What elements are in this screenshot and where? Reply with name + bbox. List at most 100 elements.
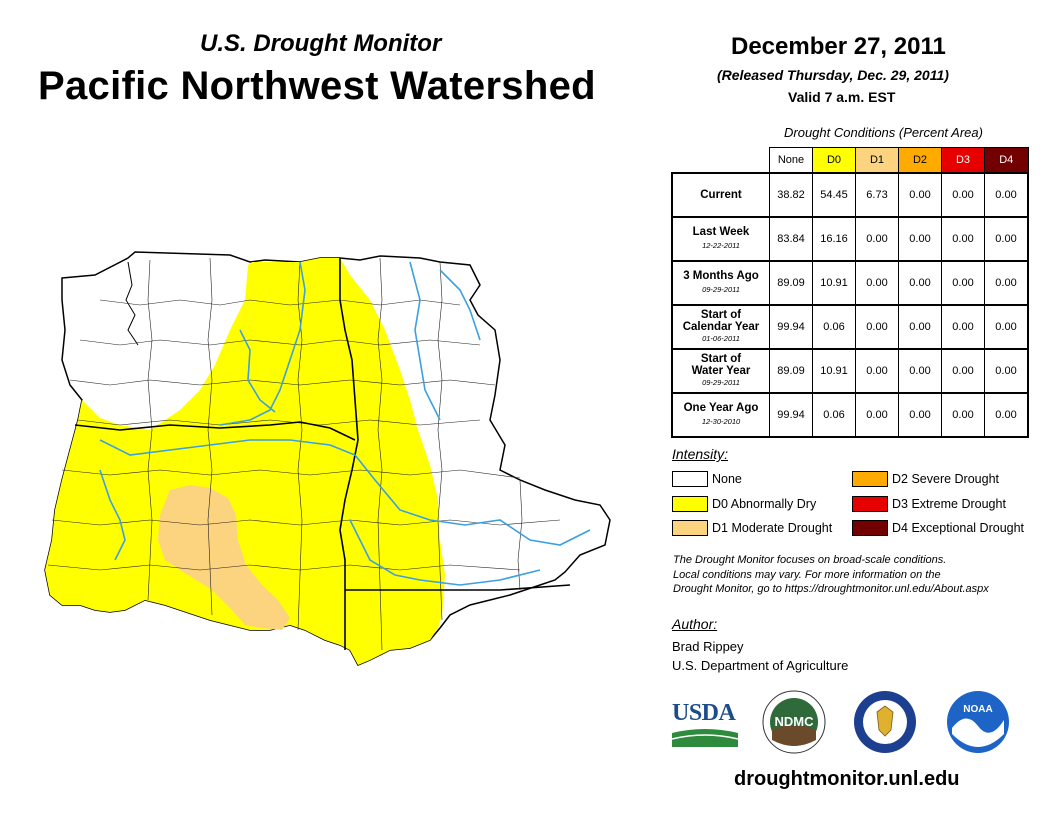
row-label: One Year Ago 12-30-2010 [671, 392, 770, 438]
cell: 0.00 [984, 216, 1029, 262]
col-d3: D3 [941, 147, 985, 174]
cell: 0.00 [984, 348, 1029, 394]
table-row: Current 38.82 54.45 6.73 0.00 0.00 0.00 [671, 172, 1029, 218]
cell: 0.00 [898, 172, 942, 218]
cell: 0.00 [855, 260, 899, 306]
table-header-row: None D0 D1 D2 D3 D4 [672, 147, 1029, 174]
cell: 0.00 [941, 348, 985, 394]
legend-label: D0 Abnormally Dry [712, 497, 817, 511]
usda-logo-hills [671, 729, 739, 747]
cell: 0.00 [898, 216, 942, 262]
map-d1-area [158, 485, 290, 630]
noaa-logo-text: NOAA [963, 704, 993, 715]
row-date: 01-06-2011 [702, 334, 740, 343]
cell: 99.94 [769, 304, 813, 350]
note-line: The Drought Monitor focuses on broad-sca… [673, 554, 947, 566]
col-d1: D1 [855, 147, 899, 174]
cell: 6.73 [855, 172, 899, 218]
row-label-1: Current [700, 189, 742, 201]
note-line: Drought Monitor, go to https://droughtmo… [673, 583, 989, 595]
valid-date: December 27, 2011 [731, 33, 946, 60]
cell: 0.00 [898, 304, 942, 350]
cell: 10.91 [812, 260, 856, 306]
legend-swatch [852, 496, 888, 512]
legend-label: D1 Moderate Drought [712, 521, 833, 535]
cell: 0.00 [855, 216, 899, 262]
author-block: Brad Rippey U.S. Department of Agricultu… [672, 637, 848, 675]
cell: 0.00 [941, 392, 985, 438]
cell: 0.00 [855, 392, 899, 438]
cell: 0.06 [812, 304, 856, 350]
legend-label: D3 Extreme Drought [892, 497, 1006, 511]
cell: 54.45 [812, 172, 856, 218]
author-heading: Author: [672, 616, 718, 632]
author-name: Brad Rippey [672, 639, 744, 654]
legend-swatch [672, 520, 708, 536]
noaa-logo: NOAA [946, 690, 1010, 754]
table-row: 3 Months Ago 09-29-2011 89.09 10.91 0.00 … [671, 260, 1029, 306]
cell: 0.00 [855, 304, 899, 350]
row-label-1: Start of [700, 353, 742, 365]
cell: 83.84 [769, 216, 813, 262]
row-date: 09-29-2011 [702, 285, 740, 294]
legend-swatch [852, 471, 888, 487]
table-row: Last Week 12-22-2011 83.84 16.16 0.00 0.0… [671, 216, 1029, 262]
cell: 0.00 [984, 304, 1029, 350]
disclaimer-note: The Drought Monitor focuses on broad-sca… [673, 553, 1053, 597]
row-label-1: Start of [700, 309, 742, 321]
ndmc-logo: NDMC [762, 690, 826, 754]
cell: 0.00 [984, 392, 1029, 438]
table-row: Start of Water Year 09-29-2011 89.09 10.91… [671, 348, 1029, 394]
cell: 0.00 [941, 216, 985, 262]
row-date: 09-29-2011 [702, 378, 740, 387]
row-label: 3 Months Ago 09-29-2011 [671, 260, 770, 306]
author-org: U.S. Department of Agriculture [672, 658, 849, 673]
col-d4: D4 [984, 147, 1029, 174]
cell: 0.00 [941, 172, 985, 218]
commerce-seal [853, 690, 917, 754]
noaa-logo-seal [947, 691, 1009, 753]
legend-label: D4 Exceptional Drought [892, 521, 1025, 535]
col-none: None [769, 147, 813, 174]
table-row: Start of Calendar Year 01-06-2011 99.94 0.… [671, 304, 1029, 350]
legend-label: D2 Severe Drought [892, 472, 1000, 486]
usda-logo: USDA [671, 700, 739, 748]
cell: 0.00 [984, 172, 1029, 218]
map-title: Pacific Northwest Watershed [38, 64, 596, 108]
cell: 38.82 [769, 172, 813, 218]
legend-swatch [852, 520, 888, 536]
row-label: Start of Water Year 09-29-2011 [671, 348, 770, 394]
row-date: 12-22-2011 [702, 241, 740, 250]
cell: 0.00 [898, 348, 942, 394]
table-caption: Drought Conditions (Percent Area) [784, 125, 983, 140]
row-label-1: 3 Months Ago [683, 270, 759, 282]
ndmc-logo-text: NDMC [774, 714, 814, 729]
cell: 0.00 [898, 392, 942, 438]
cell: 0.00 [855, 348, 899, 394]
legend-swatch [672, 471, 708, 487]
note-line: Local conditions may vary. For more info… [673, 568, 941, 581]
legend-label: None [712, 472, 742, 486]
drought-map [44, 251, 611, 666]
cell: 89.09 [769, 260, 813, 306]
footer-url[interactable]: droughtmonitor.unl.edu [734, 768, 960, 790]
table-corner [672, 148, 770, 174]
row-label-1: Last Week [692, 226, 750, 238]
drought-conditions-table: None D0 D1 D2 D3 D4 Current 38.82 54.45 … [671, 147, 1029, 438]
map-state-borders [74, 258, 571, 650]
cell: 10.91 [812, 348, 856, 394]
row-label: Start of Calendar Year 01-06-2011 [671, 304, 770, 350]
legend-swatch [672, 496, 708, 512]
row-label-2: Calendar Year [682, 321, 760, 333]
row-label: Last Week 12-22-2011 [671, 216, 770, 262]
map-rivers [99, 261, 591, 586]
table-row: One Year Ago 12-30-2010 99.94 0.06 0.00 0… [671, 392, 1029, 438]
col-d0: D0 [812, 147, 856, 174]
cell: 99.94 [769, 392, 813, 438]
valid-time: Valid 7 a.m. EST [788, 89, 896, 105]
col-d2: D2 [898, 147, 942, 174]
usda-logo-text: USDA [672, 700, 736, 726]
release-date: (Released Thursday, Dec. 29, 2011) [717, 67, 949, 83]
map-puget-sound [125, 261, 139, 346]
cell: 0.00 [984, 260, 1029, 306]
